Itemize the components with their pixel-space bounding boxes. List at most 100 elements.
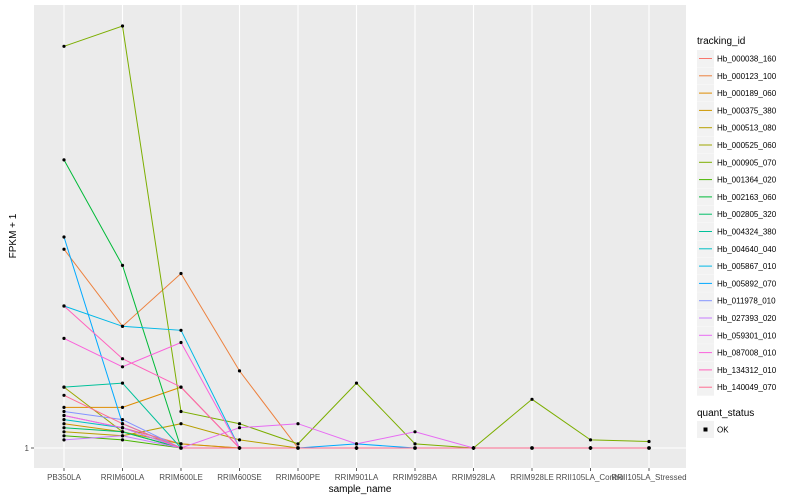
data-point (179, 422, 183, 426)
legend2-item: OK (697, 421, 729, 438)
data-point (237, 426, 242, 430)
legend-label: Hb_005867_010 (717, 262, 777, 271)
data-point (62, 418, 66, 422)
plot-panel (34, 5, 686, 468)
data-point (62, 438, 66, 442)
legend-quant-status: quant_status OK (697, 408, 754, 438)
data-point (120, 381, 125, 385)
data-point (296, 446, 300, 450)
x-tick-label: RRIM928BA (393, 473, 438, 482)
legend2-key-point (703, 427, 708, 432)
data-point (588, 446, 593, 450)
legend-item: Hb_000123_100 (697, 67, 777, 85)
legend-label: Hb_004324_380 (717, 228, 777, 237)
data-point (62, 434, 66, 438)
x-tick-label: RRIM928LE (510, 473, 554, 482)
data-point (62, 422, 66, 426)
legend-label: Hb_000123_100 (717, 72, 777, 81)
data-point (62, 235, 66, 239)
data-point (296, 422, 300, 426)
legend-item: Hb_004640_040 (697, 240, 777, 258)
data-point (413, 446, 417, 450)
legend-item: Hb_000513_080 (697, 119, 777, 137)
data-point (237, 446, 242, 450)
data-point (62, 430, 66, 434)
x-tick-label: RRIM600LA (101, 473, 145, 482)
data-point (120, 422, 125, 426)
data-point (237, 438, 242, 442)
data-point (647, 439, 651, 444)
data-point (179, 446, 183, 450)
data-point (62, 385, 66, 389)
legend-item: Hb_059301_010 (697, 326, 777, 344)
data-point (120, 418, 125, 422)
data-point (354, 446, 359, 450)
data-point (120, 438, 125, 442)
data-point (120, 263, 125, 267)
legend-item: Hb_000038_160 (697, 50, 777, 67)
y-tick-label: 1 (25, 444, 30, 453)
x-tick-label: RRIM600PE (276, 473, 320, 482)
legend-item: Hb_001364_020 (697, 171, 777, 189)
data-point (179, 409, 183, 414)
legend-label: Hb_000038_160 (717, 55, 777, 64)
data-point (179, 385, 183, 389)
x-tick-label: RRIM600SE (217, 473, 261, 482)
data-point (588, 438, 593, 442)
legend-item: Hb_011978_010 (697, 292, 776, 310)
x-axis-title: sample_name (329, 484, 392, 495)
x-axis: PB350LA RRIM600LA RRIM600LE RRIM600SE RRIM60… (47, 468, 687, 482)
data-point (179, 340, 183, 345)
data-point (354, 442, 359, 446)
data-point (62, 158, 66, 162)
legend-label: Hb_027393_020 (717, 314, 777, 323)
legend2-label: OK (717, 426, 729, 435)
legend-label: Hb_000189_060 (717, 89, 777, 98)
x-tick-label: RRIM901LA (335, 473, 379, 482)
legend-label: Hb_000905_070 (717, 158, 777, 167)
data-point (62, 393, 66, 397)
legend-item: Hb_004324_380 (697, 223, 777, 240)
data-point (62, 426, 66, 430)
data-point (413, 442, 417, 446)
data-point (471, 446, 476, 450)
data-point (120, 426, 125, 430)
data-point (179, 442, 183, 446)
legend-label: Hb_002805_320 (717, 210, 777, 219)
legend-tracking-id: tracking_id Hb_000038_160 Hb_000123_100 Hb… (697, 36, 777, 396)
y-axis-title: FPKM + 1 (8, 213, 19, 258)
legend-title: tracking_id (697, 36, 745, 47)
data-point (62, 44, 66, 48)
legend-label: Hb_134312_010 (717, 366, 777, 375)
legend-label: Hb_011978_010 (717, 297, 776, 306)
y-axis: 1 (25, 444, 34, 453)
data-point (179, 271, 183, 276)
data-point (62, 336, 66, 340)
data-point (179, 328, 183, 332)
legend-label: Hb_000375_380 (717, 106, 777, 115)
legend2-title: quant_status (697, 408, 754, 419)
data-point (530, 397, 534, 401)
legend-item: Hb_005892_070 (697, 274, 777, 292)
data-point (120, 324, 125, 328)
data-point (62, 413, 66, 418)
data-point (120, 405, 125, 409)
x-tick-label: PB350LA (47, 473, 81, 482)
x-tick-label: RRII105LA_Control (556, 473, 626, 482)
data-point (62, 405, 66, 409)
series-points (62, 24, 651, 450)
x-tick-label: RRIM928LA (452, 473, 496, 482)
data-point (237, 369, 242, 373)
legend-label: Hb_004640_040 (717, 245, 777, 254)
legend-item: Hb_000525_060 (697, 136, 777, 154)
legend-label: Hb_005892_070 (717, 279, 777, 288)
legend-label: Hb_000513_080 (717, 124, 777, 133)
legend-item: Hb_027393_020 (697, 309, 777, 327)
data-point (647, 446, 651, 450)
legend-item: Hb_000905_070 (697, 153, 777, 171)
data-point (120, 24, 125, 28)
data-point (120, 430, 125, 434)
data-point (354, 381, 359, 385)
data-point (413, 430, 417, 434)
